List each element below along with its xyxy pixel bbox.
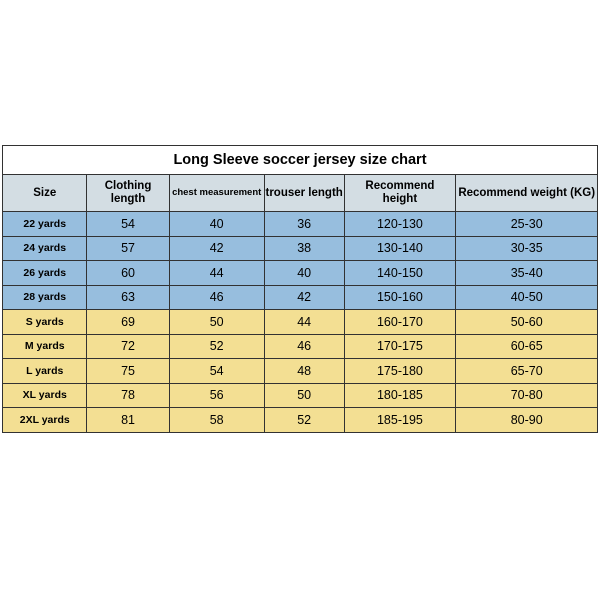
cell-wgt: 30-35 (456, 236, 598, 261)
table-row: M yards725246170-17560-65 (3, 334, 598, 359)
cell-hgt: 140-150 (344, 261, 456, 286)
cell-size: 2XL yards (3, 408, 87, 433)
table-row: 2XL yards815852185-19580-90 (3, 408, 598, 433)
cell-size: 22 yards (3, 212, 87, 237)
cell-len: 69 (87, 310, 169, 335)
cell-trou: 44 (264, 310, 344, 335)
col-len-label-2: length (87, 193, 168, 206)
cell-len: 57 (87, 236, 169, 261)
cell-size: XL yards (3, 383, 87, 408)
cell-wgt: 60-65 (456, 334, 598, 359)
cell-wgt: 35-40 (456, 261, 598, 286)
cell-size: 24 yards (3, 236, 87, 261)
cell-len: 78 (87, 383, 169, 408)
cell-trou: 42 (264, 285, 344, 310)
cell-size: M yards (3, 334, 87, 359)
cell-wgt: 80-90 (456, 408, 598, 433)
cell-trou: 46 (264, 334, 344, 359)
col-clothing-length: Clothing length (87, 175, 169, 212)
cell-chest: 50 (169, 310, 264, 335)
table-row: 28 yards634642150-16040-50 (3, 285, 598, 310)
cell-wgt: 70-80 (456, 383, 598, 408)
col-size-label: Size (3, 187, 86, 200)
cell-hgt: 120-130 (344, 212, 456, 237)
cell-hgt: 170-175 (344, 334, 456, 359)
table-body: 22 yards544036120-13025-3024 yards574238… (3, 212, 598, 433)
cell-hgt: 130-140 (344, 236, 456, 261)
cell-size: 28 yards (3, 285, 87, 310)
cell-hgt: 175-180 (344, 359, 456, 384)
cell-chest: 52 (169, 334, 264, 359)
cell-trou: 40 (264, 261, 344, 286)
cell-hgt: 185-195 (344, 408, 456, 433)
cell-len: 81 (87, 408, 169, 433)
cell-chest: 44 (169, 261, 264, 286)
col-height-label-1: Recommend (345, 180, 456, 193)
cell-chest: 40 (169, 212, 264, 237)
cell-trou: 48 (264, 359, 344, 384)
cell-size: 26 yards (3, 261, 87, 286)
table-title: Long Sleeve soccer jersey size chart (3, 146, 598, 175)
cell-chest: 58 (169, 408, 264, 433)
cell-trou: 38 (264, 236, 344, 261)
table-row: S yards695044160-17050-60 (3, 310, 598, 335)
col-weight-label: Recommend weight (KG) (456, 187, 597, 200)
table-row: 26 yards604440140-15035-40 (3, 261, 598, 286)
cell-chest: 42 (169, 236, 264, 261)
cell-len: 54 (87, 212, 169, 237)
cell-chest: 46 (169, 285, 264, 310)
table-row: XL yards785650180-18570-80 (3, 383, 598, 408)
cell-hgt: 150-160 (344, 285, 456, 310)
cell-size: S yards (3, 310, 87, 335)
table-row: L yards755448175-18065-70 (3, 359, 598, 384)
table-row: 24 yards574238130-14030-35 (3, 236, 598, 261)
size-chart-table: Long Sleeve soccer jersey size chart Siz… (2, 145, 598, 433)
col-weight: Recommend weight (KG) (456, 175, 598, 212)
cell-len: 72 (87, 334, 169, 359)
col-size: Size (3, 175, 87, 212)
cell-chest: 54 (169, 359, 264, 384)
cell-len: 60 (87, 261, 169, 286)
cell-trou: 52 (264, 408, 344, 433)
cell-trou: 50 (264, 383, 344, 408)
table-row: 22 yards544036120-13025-30 (3, 212, 598, 237)
cell-trou: 36 (264, 212, 344, 237)
cell-hgt: 180-185 (344, 383, 456, 408)
cell-wgt: 50-60 (456, 310, 598, 335)
cell-wgt: 40-50 (456, 285, 598, 310)
col-height-label-2: height (345, 193, 456, 206)
cell-chest: 56 (169, 383, 264, 408)
col-height: Recommend height (344, 175, 456, 212)
cell-size: L yards (3, 359, 87, 384)
cell-len: 63 (87, 285, 169, 310)
cell-wgt: 25-30 (456, 212, 598, 237)
col-trouser: trouser length (264, 175, 344, 212)
cell-len: 75 (87, 359, 169, 384)
col-len-label-1: Clothing (87, 180, 168, 193)
cell-wgt: 65-70 (456, 359, 598, 384)
col-chest-label: chest measurement (170, 188, 264, 198)
col-trouser-label: trouser length (265, 187, 344, 200)
cell-hgt: 160-170 (344, 310, 456, 335)
size-chart-container: Long Sleeve soccer jersey size chart Siz… (2, 145, 598, 433)
col-chest: chest measurement (169, 175, 264, 212)
